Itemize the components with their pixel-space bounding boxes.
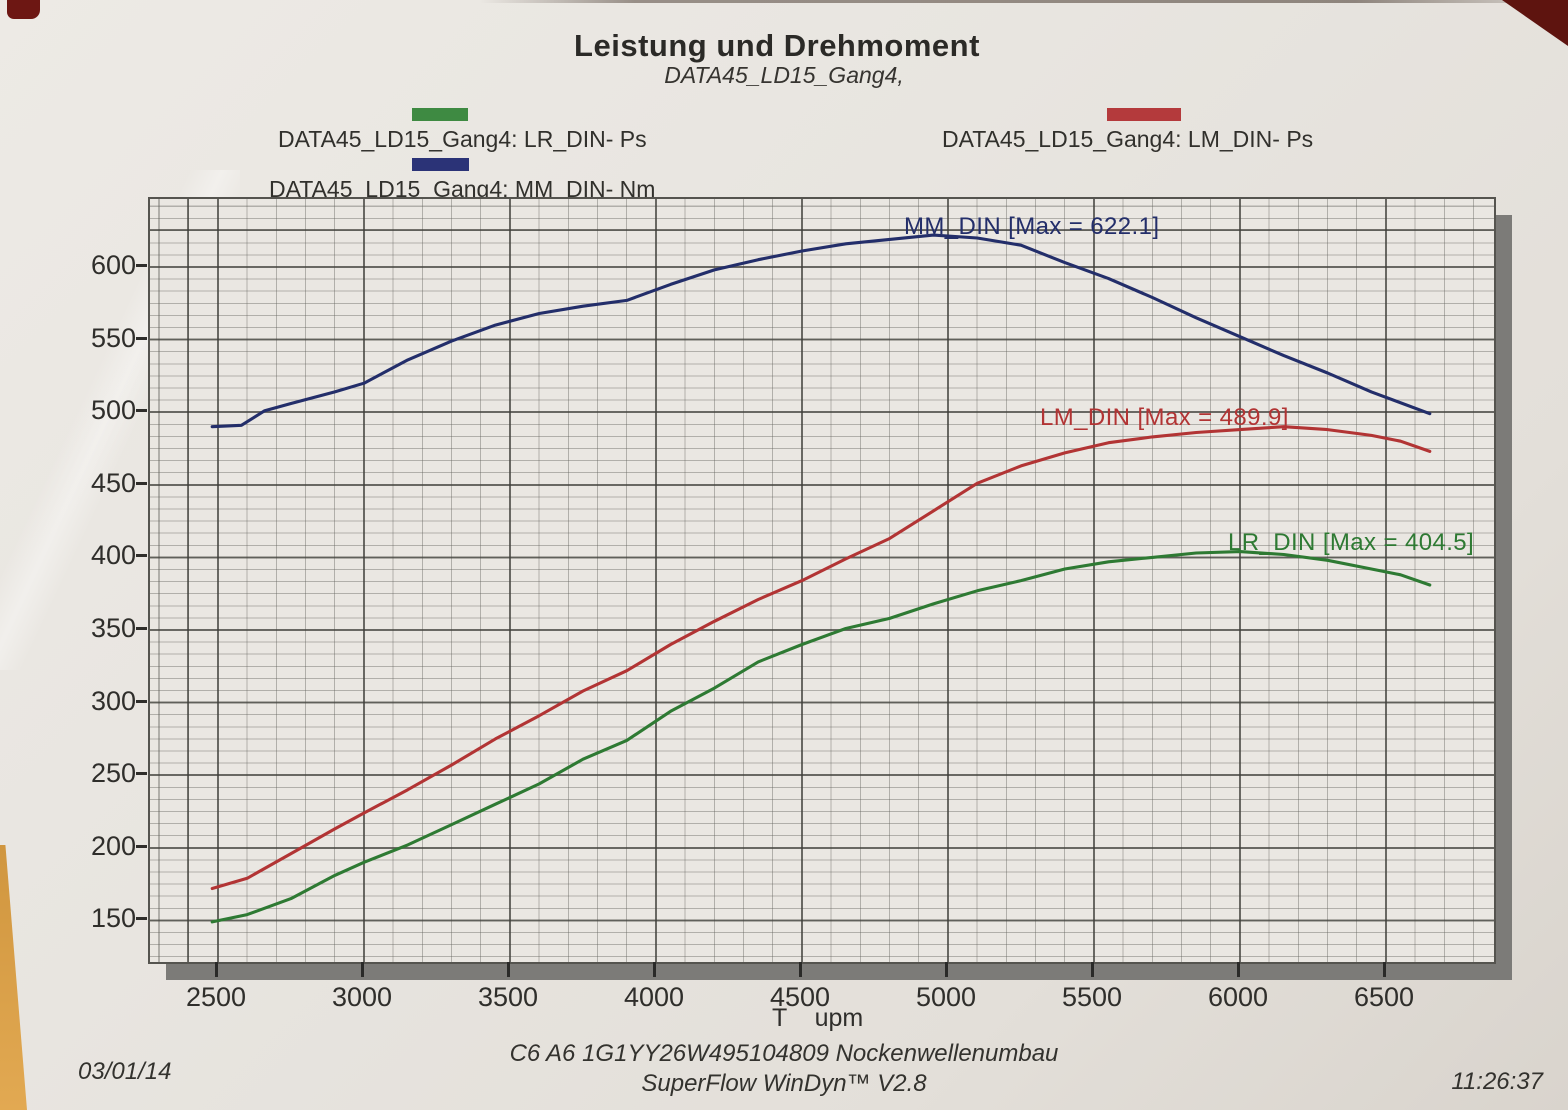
y-tick-mark bbox=[136, 554, 147, 558]
x-tick-label: 5500 bbox=[1061, 982, 1123, 1012]
curve-lr_din bbox=[210, 550, 1432, 924]
x-tick-mark bbox=[361, 962, 364, 977]
y-tick-label: 250 bbox=[90, 758, 136, 789]
y-tick-label: 550 bbox=[90, 322, 136, 353]
x-tick-label: 5000 bbox=[915, 982, 977, 1012]
legend-swatch-blue bbox=[412, 158, 469, 171]
y-tick-label: 450 bbox=[90, 467, 136, 498]
x-tick-mark bbox=[1383, 962, 1386, 977]
table-surface-corner-top-left bbox=[7, 0, 40, 19]
x-tick-label: 6000 bbox=[1207, 982, 1269, 1012]
footer-software-line: SuperFlow WinDyn™ V2.8 bbox=[641, 1070, 927, 1097]
time-stamp: 11:26:37 bbox=[1451, 1068, 1543, 1095]
x-tick-mark bbox=[1237, 962, 1240, 977]
curve-mm_din bbox=[210, 233, 1432, 429]
x-tick-label: 4500 bbox=[769, 982, 831, 1012]
y-tick-label: 400 bbox=[90, 540, 136, 571]
y-tick-mark bbox=[136, 772, 147, 776]
x-tick-label: 4000 bbox=[623, 982, 685, 1012]
y-tick-mark bbox=[136, 409, 147, 413]
y-tick-mark bbox=[136, 336, 147, 340]
date-stamp: 03/01/14 bbox=[78, 1058, 172, 1085]
y-tick-label: 200 bbox=[90, 830, 136, 861]
plot-area: MM_DIN [Max = 622.1] LM_DIN [Max = 489.9… bbox=[148, 197, 1496, 964]
x-tick-label: 3000 bbox=[331, 982, 393, 1012]
x-axis-label: T upm bbox=[772, 1004, 864, 1032]
y-tick-label: 500 bbox=[90, 395, 136, 426]
chart-title: Leistung und Drehmoment bbox=[574, 28, 980, 63]
y-tick-label: 150 bbox=[90, 903, 136, 934]
x-tick-label: 6500 bbox=[1353, 982, 1415, 1012]
y-tick-mark bbox=[136, 699, 147, 703]
legend-label-lr-din: DATA45_LD15_Gang4: LR_DIN- Ps bbox=[278, 126, 647, 152]
x-tick-mark bbox=[1091, 962, 1094, 977]
legend-label-lm-din: DATA45_LD15_Gang4: LM_DIN- Ps bbox=[942, 126, 1314, 152]
x-tick-mark bbox=[799, 962, 802, 977]
x-tick-mark bbox=[215, 962, 218, 977]
x-tick-mark bbox=[507, 962, 510, 977]
y-tick-label: 350 bbox=[90, 613, 136, 643]
x-tick-label: 3500 bbox=[477, 982, 539, 1012]
curve-canvas bbox=[210, 233, 1432, 924]
y-tick-mark bbox=[136, 264, 147, 267]
curve-lm_din bbox=[210, 425, 1432, 891]
x-tick-label: 2500 bbox=[185, 982, 247, 1012]
footer-vehicle-line: C6 A6 1G1YY26W495104809 Nockenwellenumba… bbox=[509, 1040, 1059, 1067]
y-tick-mark bbox=[136, 917, 147, 921]
legend-swatch-red bbox=[1107, 108, 1181, 121]
paper-top-edge bbox=[480, 0, 1510, 3]
annotation-lm-din-max: LM_DIN [Max = 489.9] bbox=[1040, 404, 1289, 431]
y-tick-label: 300 bbox=[90, 685, 136, 716]
y-tick-label: 600 bbox=[90, 250, 136, 280]
y-tick-mark bbox=[136, 481, 147, 485]
chart-subtitle: DATA45_LD15_Gang4, bbox=[664, 62, 904, 88]
annotation-lr-din-max: LR_DIN [Max = 404.5] bbox=[1228, 529, 1475, 556]
x-tick-mark bbox=[945, 962, 948, 977]
x-tick-mark bbox=[653, 962, 656, 977]
y-tick-mark bbox=[136, 627, 147, 630]
y-tick-mark bbox=[136, 844, 147, 848]
legend-swatch-green bbox=[412, 108, 468, 121]
annotation-mm-din-max: MM_DIN [Max = 622.1] bbox=[904, 213, 1160, 240]
